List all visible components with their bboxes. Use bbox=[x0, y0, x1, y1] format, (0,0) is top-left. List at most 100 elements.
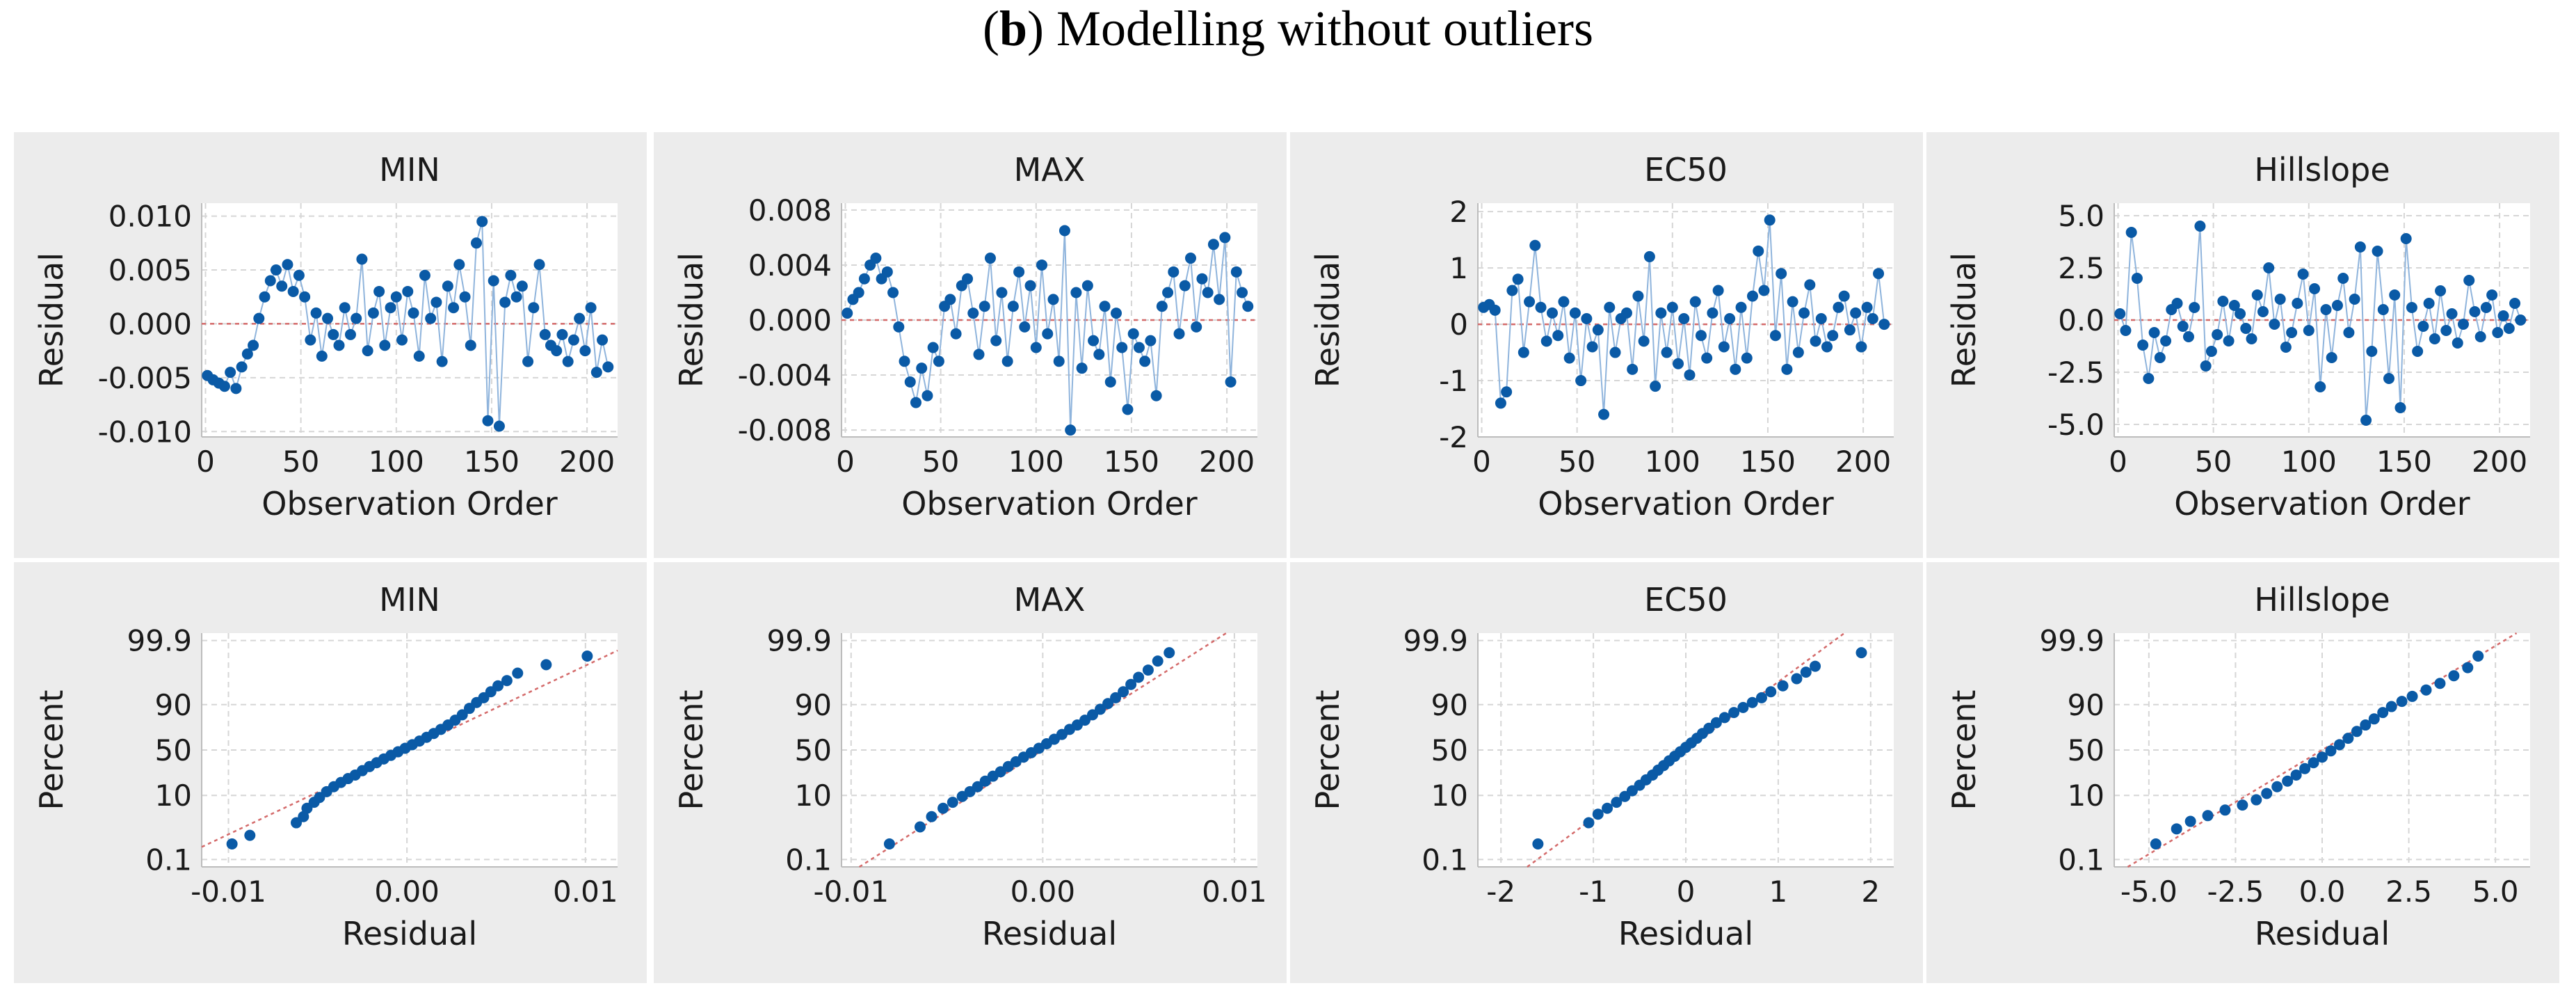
residual-point bbox=[516, 280, 528, 292]
residual-point bbox=[1173, 328, 1185, 340]
probability-point bbox=[1133, 671, 1145, 683]
residual-point bbox=[1855, 341, 1867, 353]
residual-point bbox=[1598, 408, 1610, 420]
figure-label: (b) bbox=[983, 1, 1045, 56]
y-axis-title: Percent bbox=[673, 689, 710, 810]
residual-point bbox=[904, 376, 916, 388]
panel-residual-order-min: MIN 0 50 100 150 200 -0.010 -0.005 0.000 0.005 0.0… bbox=[14, 132, 647, 558]
residual-point bbox=[310, 307, 322, 319]
residual-point bbox=[590, 367, 602, 378]
residual-point bbox=[1684, 369, 1696, 381]
y-tick-label: 0.0 bbox=[2058, 303, 2104, 337]
probability-point bbox=[1746, 696, 1758, 708]
residual-point bbox=[1230, 266, 1242, 278]
probability-point bbox=[1777, 680, 1789, 692]
y-axis-title: Percent bbox=[1945, 689, 1983, 810]
residual-point bbox=[351, 312, 362, 324]
x-tick-label: 200 bbox=[2472, 445, 2527, 479]
y-tick-label: -0.004 bbox=[738, 358, 832, 392]
panel-title: MIN bbox=[379, 581, 440, 619]
x-tick-label: 0 bbox=[2109, 445, 2127, 479]
residual-point bbox=[1179, 280, 1191, 292]
residual-point bbox=[2212, 329, 2223, 340]
residual-point bbox=[2354, 241, 2366, 253]
residual-point bbox=[579, 345, 591, 357]
residual-point bbox=[1214, 294, 1225, 305]
probability-point bbox=[1118, 686, 1129, 698]
probability-point bbox=[540, 659, 552, 671]
residual-point bbox=[2515, 314, 2527, 326]
residual-point bbox=[322, 312, 334, 324]
residual-point bbox=[2143, 373, 2155, 384]
residual-point bbox=[1730, 363, 1741, 375]
residual-point bbox=[299, 291, 311, 303]
residual-point bbox=[396, 334, 408, 346]
probability-point bbox=[2385, 701, 2397, 712]
residual-point bbox=[1024, 280, 1036, 292]
probability-point bbox=[1602, 802, 1613, 814]
residual-point bbox=[1122, 404, 1134, 415]
residual-point bbox=[218, 381, 230, 392]
residual-point bbox=[893, 321, 905, 333]
residual-point bbox=[442, 280, 453, 292]
probability-point bbox=[456, 709, 468, 721]
residual-point bbox=[1747, 290, 1759, 302]
residual-point bbox=[1787, 296, 1798, 308]
residual-point bbox=[1150, 390, 1162, 401]
panel-title: EC50 bbox=[1644, 581, 1728, 619]
y-tick-label: 10 bbox=[2068, 779, 2104, 813]
x-tick-label: 5.0 bbox=[2472, 875, 2519, 909]
probability-point bbox=[2184, 815, 2196, 827]
probability-point bbox=[501, 675, 513, 687]
probability-point bbox=[2420, 684, 2432, 696]
x-axis-title: Observation Order bbox=[1538, 485, 1834, 523]
probability-point bbox=[1142, 664, 1154, 676]
probability-point bbox=[1095, 703, 1106, 715]
y-tick-label: 0 bbox=[1449, 308, 1468, 342]
probability-point bbox=[2396, 696, 2408, 708]
residual-point bbox=[2120, 325, 2132, 336]
residual-point bbox=[471, 237, 483, 249]
x-tick-label: 0.0 bbox=[2299, 875, 2346, 909]
residual-point bbox=[293, 269, 305, 281]
residual-point bbox=[2366, 346, 2378, 357]
probability-point bbox=[2317, 751, 2328, 763]
panel-residual-order-max: MAX 0 50 100 150 200 -0.008 -0.004 0.000 0.004 0.0… bbox=[654, 132, 1287, 558]
residual-point bbox=[1798, 307, 1810, 319]
residual-point bbox=[1701, 352, 1713, 364]
residual-point bbox=[2383, 373, 2395, 384]
residual-point bbox=[1792, 346, 1804, 358]
x-tick-label: 0.01 bbox=[553, 875, 618, 909]
y-tick-label: -0.005 bbox=[98, 361, 192, 395]
residual-point bbox=[2205, 346, 2217, 357]
probability-point bbox=[2219, 804, 2231, 816]
residual-point bbox=[379, 340, 391, 351]
residual-point bbox=[1827, 330, 1839, 342]
residual-point bbox=[425, 312, 437, 324]
residual-point bbox=[1047, 294, 1059, 305]
residual-point bbox=[2457, 319, 2469, 330]
residual-point bbox=[2235, 308, 2246, 319]
residual-point bbox=[2497, 310, 2509, 321]
residual-point bbox=[1764, 214, 1776, 226]
residual-point bbox=[1609, 346, 1621, 358]
residual-point bbox=[1202, 287, 1214, 298]
x-tick-label: -2 bbox=[1486, 875, 1515, 909]
x-tick-label: -2.5 bbox=[2207, 875, 2264, 909]
residual-point bbox=[921, 390, 933, 401]
x-axis-title: Observation Order bbox=[901, 485, 1198, 523]
x-tick-label: 0.00 bbox=[374, 875, 440, 909]
residual-point bbox=[1769, 330, 1781, 342]
residual-point bbox=[2269, 319, 2280, 330]
panel-title: MAX bbox=[1014, 581, 1086, 619]
residual-point bbox=[1529, 239, 1541, 251]
residual-point bbox=[367, 307, 379, 319]
residual-point bbox=[2412, 346, 2424, 357]
residual-point bbox=[1156, 301, 1168, 312]
probability-point bbox=[244, 829, 256, 841]
residual-point bbox=[1088, 335, 1100, 346]
residual-point bbox=[1093, 349, 1105, 360]
residual-point bbox=[2131, 273, 2143, 284]
y-tick-label: -2.5 bbox=[2047, 356, 2104, 390]
residual-point bbox=[510, 291, 522, 303]
